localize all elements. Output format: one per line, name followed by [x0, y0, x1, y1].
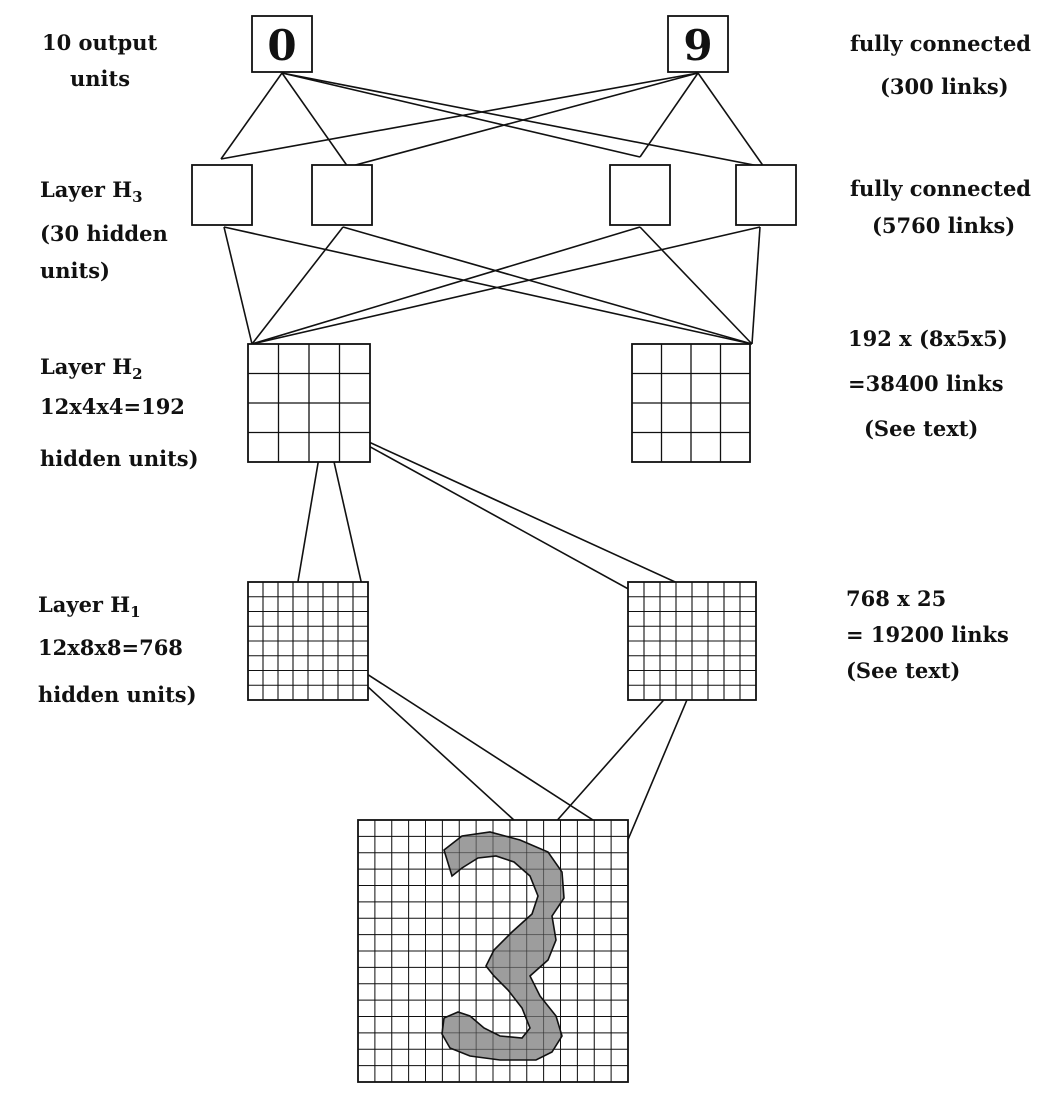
h2-layer-units-count: 12x4x4=192: [40, 394, 185, 419]
h3-layer-line3: units): [40, 258, 110, 284]
output-layer-label-line1: 10 output: [42, 30, 158, 55]
h3-layer-units-line1: (30 hidden: [40, 221, 168, 246]
h1-feature-map-2: [627, 581, 757, 701]
h3-unit-1: [191, 164, 253, 226]
h2-feature-map-2: [631, 343, 751, 463]
h1-layer-name: Layer H: [38, 592, 131, 617]
h1-layer-line2: 12x8x8=768: [38, 635, 183, 661]
h2-layer-subscript: 2: [132, 365, 143, 383]
output-unit-9-box: [667, 15, 729, 73]
h1-connection-count: = 19200 links: [846, 622, 1009, 648]
h1-layer-subscript: 1: [130, 603, 141, 621]
output-unit-0-box: [251, 15, 313, 73]
h1-connection-links: = 19200 links: [846, 622, 1009, 647]
h3-connection-type: fully connected: [850, 176, 1031, 201]
h1-connection-see-text: (See text): [846, 658, 961, 683]
h2-layer-line3: hidden units): [40, 446, 199, 472]
h1-feature-map-1: [247, 581, 369, 701]
connection-lines: [220, 72, 765, 843]
handwritten-digit-3: [358, 820, 628, 1082]
h2-feature-map-1: [247, 343, 371, 463]
h3-layer-line2: (30 hidden: [40, 221, 168, 247]
h3-layer-label: Layer H3: [40, 177, 143, 206]
h1-connection-note: (See text): [846, 658, 960, 684]
output-layer-label-2: units: [70, 66, 130, 92]
h2-connection-links: =38400 links: [848, 371, 1004, 396]
h2-layer-name: Layer H: [40, 354, 133, 379]
h2-connection-formula: 192 x (8x5x5): [848, 326, 1008, 351]
h3-layer-subscript: 3: [132, 188, 143, 206]
h2-connection-count: =38400 links: [848, 371, 1004, 397]
h3-unit-3: [609, 164, 671, 226]
h2-layer-units-text: hidden units): [40, 446, 199, 471]
h2-connection-label: 192 x (8x5x5): [848, 326, 1008, 352]
h2-connection-see-text: (See text): [864, 416, 979, 441]
h3-connection-count: (5760 links): [872, 213, 1015, 239]
h3-layer-name: Layer H: [40, 177, 133, 202]
h3-unit-2: [311, 164, 373, 226]
h2-layer-line2: 12x4x4=192: [40, 394, 185, 420]
output-connection-count: (300 links): [880, 74, 1009, 100]
output-connection-label: fully connected: [850, 31, 1031, 57]
h1-layer-label: Layer H1: [38, 592, 141, 621]
h1-layer-units-text: hidden units): [38, 682, 197, 707]
output-connection-type: fully connected: [850, 31, 1031, 56]
output-layer-label-line2: units: [70, 66, 131, 91]
h1-layer-units-count: 12x8x8=768: [38, 635, 183, 660]
output-connection-links: (300 links): [880, 74, 1009, 99]
h1-connection-formula: 768 x 25: [846, 586, 947, 611]
h2-layer-label: Layer H2: [40, 354, 143, 383]
output-unit-0-digit: 0: [267, 21, 297, 70]
h3-layer-units-line2: units): [40, 258, 110, 283]
output-unit-9-digit: 9: [683, 21, 713, 70]
handwritten-digit-3-shape: [441, 831, 565, 1061]
h3-unit-4: [735, 164, 797, 226]
h2-connection-note: (See text): [864, 416, 978, 442]
output-layer-label: 10 output: [42, 30, 157, 56]
h1-connection-label: 768 x 25: [846, 586, 946, 612]
h3-connection-label: fully connected: [850, 176, 1031, 202]
h1-layer-line3: hidden units): [38, 682, 197, 708]
h3-connection-links: (5760 links): [872, 213, 1016, 238]
